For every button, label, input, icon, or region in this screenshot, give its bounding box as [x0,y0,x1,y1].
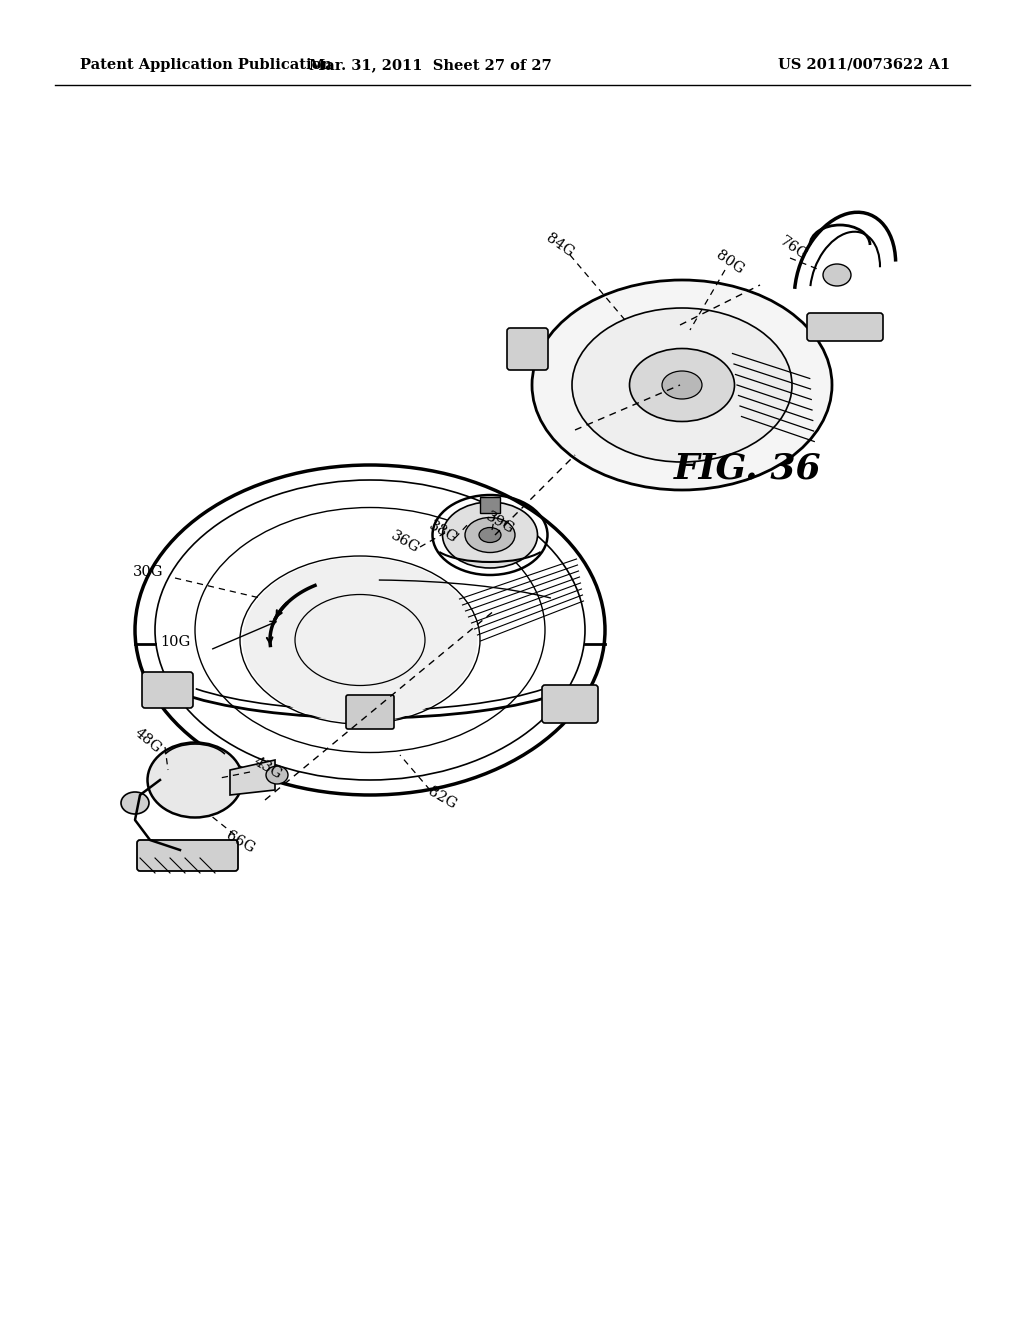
Text: 43G: 43G [251,754,285,781]
Text: US 2011/0073622 A1: US 2011/0073622 A1 [778,58,950,73]
Ellipse shape [243,557,477,722]
Text: 76G: 76G [776,234,809,263]
Ellipse shape [442,502,538,568]
Text: 39G: 39G [483,510,517,537]
Ellipse shape [532,280,831,490]
Polygon shape [480,498,500,513]
Ellipse shape [479,528,501,543]
Ellipse shape [662,371,702,399]
FancyBboxPatch shape [137,840,238,871]
FancyBboxPatch shape [542,685,598,723]
Text: 48G: 48G [132,726,164,756]
FancyBboxPatch shape [142,672,193,708]
Text: 30G: 30G [133,565,163,579]
Text: 80G: 80G [714,248,746,276]
Ellipse shape [147,742,243,817]
Polygon shape [230,760,275,795]
Ellipse shape [266,766,288,784]
Ellipse shape [465,517,515,553]
Text: 36G: 36G [388,528,422,556]
Text: FIG. 36: FIG. 36 [674,451,821,486]
Text: Mar. 31, 2011  Sheet 27 of 27: Mar. 31, 2011 Sheet 27 of 27 [308,58,551,73]
Text: 84G: 84G [544,231,577,260]
Text: 10G: 10G [160,635,190,649]
FancyBboxPatch shape [346,696,394,729]
Ellipse shape [121,792,150,814]
Text: 82G: 82G [425,784,459,812]
Ellipse shape [823,264,851,286]
Ellipse shape [572,308,792,462]
Text: 66G: 66G [223,829,257,855]
Text: Patent Application Publication: Patent Application Publication [80,58,332,73]
Text: 38G: 38G [426,519,460,545]
FancyBboxPatch shape [807,313,883,341]
FancyBboxPatch shape [507,327,548,370]
Ellipse shape [630,348,734,421]
